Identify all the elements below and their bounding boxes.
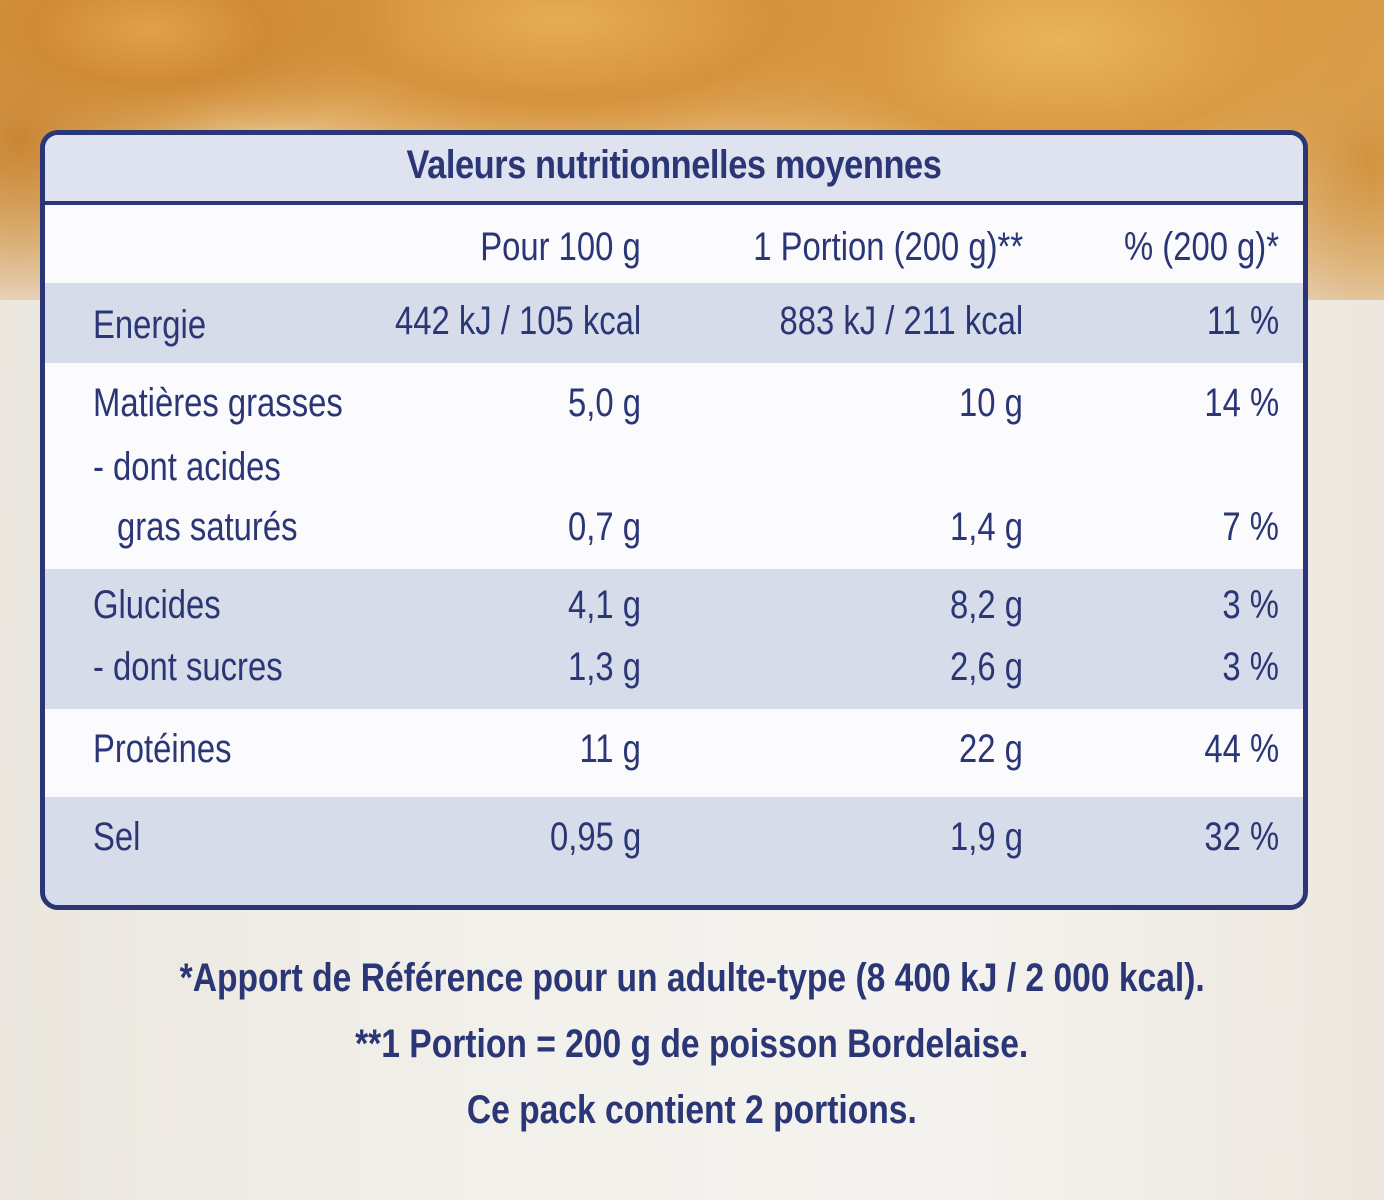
row-percent: 7 % (1222, 505, 1279, 549)
header-per100: Pour 100 g (480, 225, 641, 269)
row-portion: 1,4 g (950, 505, 1023, 549)
row-per100: 442 kJ / 105 kcal (394, 299, 641, 343)
row-portion: 883 kJ / 211 kcal (779, 299, 1023, 343)
row-percent: 3 % (1222, 583, 1279, 627)
row-per100: 4,1 g (568, 583, 641, 627)
table-row-sel: Sel 0,95 g 1,9 g 32 % (45, 797, 1303, 905)
footnote-portion: **1 Portion = 200 g de poisson Bordelais… (355, 1022, 1029, 1066)
row-per100: 11 g (579, 727, 641, 771)
row-per100: 0,95 g (549, 815, 641, 859)
row-percent: 44 % (1204, 727, 1279, 771)
table-row-energie: Energie 442 kJ / 105 kcal 883 kJ / 211 k… (45, 283, 1303, 363)
footnote-reference-intake: *Apport de Référence pour un adulte-type… (179, 956, 1205, 1000)
row-label: Sel (93, 815, 141, 859)
row-portion: 1,9 g (950, 815, 1023, 859)
row-percent: 14 % (1204, 381, 1279, 425)
row-portion: 10 g (959, 381, 1023, 425)
row-portion: 2,6 g (950, 645, 1023, 689)
row-percent: 32 % (1204, 815, 1279, 859)
row-label: Matières grasses (93, 381, 343, 425)
row-per100: 0,7 g (568, 505, 641, 549)
row-percent: 3 % (1222, 645, 1279, 689)
row-per100: 5,0 g (568, 381, 641, 425)
row-label: gras saturés (117, 505, 298, 549)
row-label: Protéines (93, 727, 232, 771)
header-percent: % (200 g)* (1124, 225, 1279, 269)
table-title: Valeurs nutritionnelles moyennes (406, 143, 942, 187)
table-header-row: Pour 100 g 1 Portion (200 g)** % (200 g)… (45, 217, 1303, 277)
header-portion: 1 Portion (200 g)** (753, 225, 1023, 269)
footnotes: *Apport de Référence pour un adulte-type… (0, 945, 1384, 1143)
table-row-proteines: Protéines 11 g 22 g 44 % (45, 709, 1303, 793)
row-per100: 1,3 g (568, 645, 641, 689)
row-portion: 22 g (959, 727, 1023, 771)
table-row-group-carbs: Glucides 4,1 g 8,2 g 3 % - dont sucres 1… (45, 569, 1303, 709)
table-title-bar: Valeurs nutritionnelles moyennes (45, 135, 1303, 205)
nutrition-table: Valeurs nutritionnelles moyennes Pour 10… (40, 130, 1308, 910)
row-label: Glucides (93, 583, 221, 627)
row-label: Energie (93, 303, 207, 347)
table-row-group-fats: Matières grasses 5,0 g 10 g 14 % - dont … (45, 363, 1303, 563)
row-percent: 11 % (1206, 299, 1279, 343)
row-portion: 8,2 g (950, 583, 1023, 627)
footnote-pack-portions: Ce pack contient 2 portions. (467, 1088, 917, 1132)
row-label: - dont sucres (93, 645, 283, 689)
row-label: - dont acides (93, 445, 281, 489)
